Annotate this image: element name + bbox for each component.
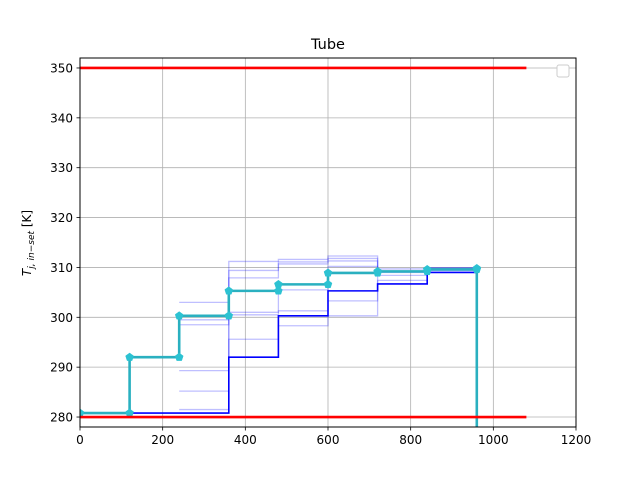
target-marker [174,352,184,361]
history-series-line [179,255,478,427]
target-marker [323,268,333,277]
x-tick-label: 400 [234,433,257,447]
target-marker [274,286,283,295]
target-marker [125,352,134,361]
target-marker [224,311,234,320]
target-marker [373,266,382,276]
x-tick-label: 800 [399,433,422,447]
x-tick-label: 600 [317,433,340,447]
y-tick-label: 320 [50,211,73,225]
y-axis-label-symbol: T [20,267,34,276]
y-tick-label: 290 [50,361,73,375]
x-tick-label: 1200 [561,433,592,447]
history-series-line [179,257,478,427]
target-marker [422,264,432,274]
y-axis-label: Tj, in−set [K] [20,210,37,276]
y-axis-label-subscript: j, in−set [27,231,37,271]
y-tick-label: 330 [50,161,73,175]
x-tick-label: 200 [151,433,174,447]
y-tick-label: 340 [50,111,73,125]
target-marker [472,263,482,273]
x-tick-label: 1000 [478,433,509,447]
target-marker [174,311,184,320]
target-marker [323,279,333,289]
chart-title: Tube [310,37,345,53]
target-marker [274,279,283,289]
x-tick-label: 0 [76,433,84,447]
y-tick-label: 350 [50,61,73,75]
plot-area [80,66,527,427]
target-marker [224,286,234,295]
y-tick-label: 300 [50,311,73,325]
y-tick-label: 280 [50,411,73,425]
target-series-line [80,268,479,427]
y-axis-label-unit: [K] [20,210,34,231]
y-tick-label: 310 [50,261,73,275]
target-marker [80,408,85,417]
axis-ticks: 0 200 400 600 800 1000 1200 280 290 300 310 320 330 3… [50,61,591,447]
grid-lines [79,58,577,427]
legend-box [556,64,570,78]
current-series-line [80,268,478,427]
